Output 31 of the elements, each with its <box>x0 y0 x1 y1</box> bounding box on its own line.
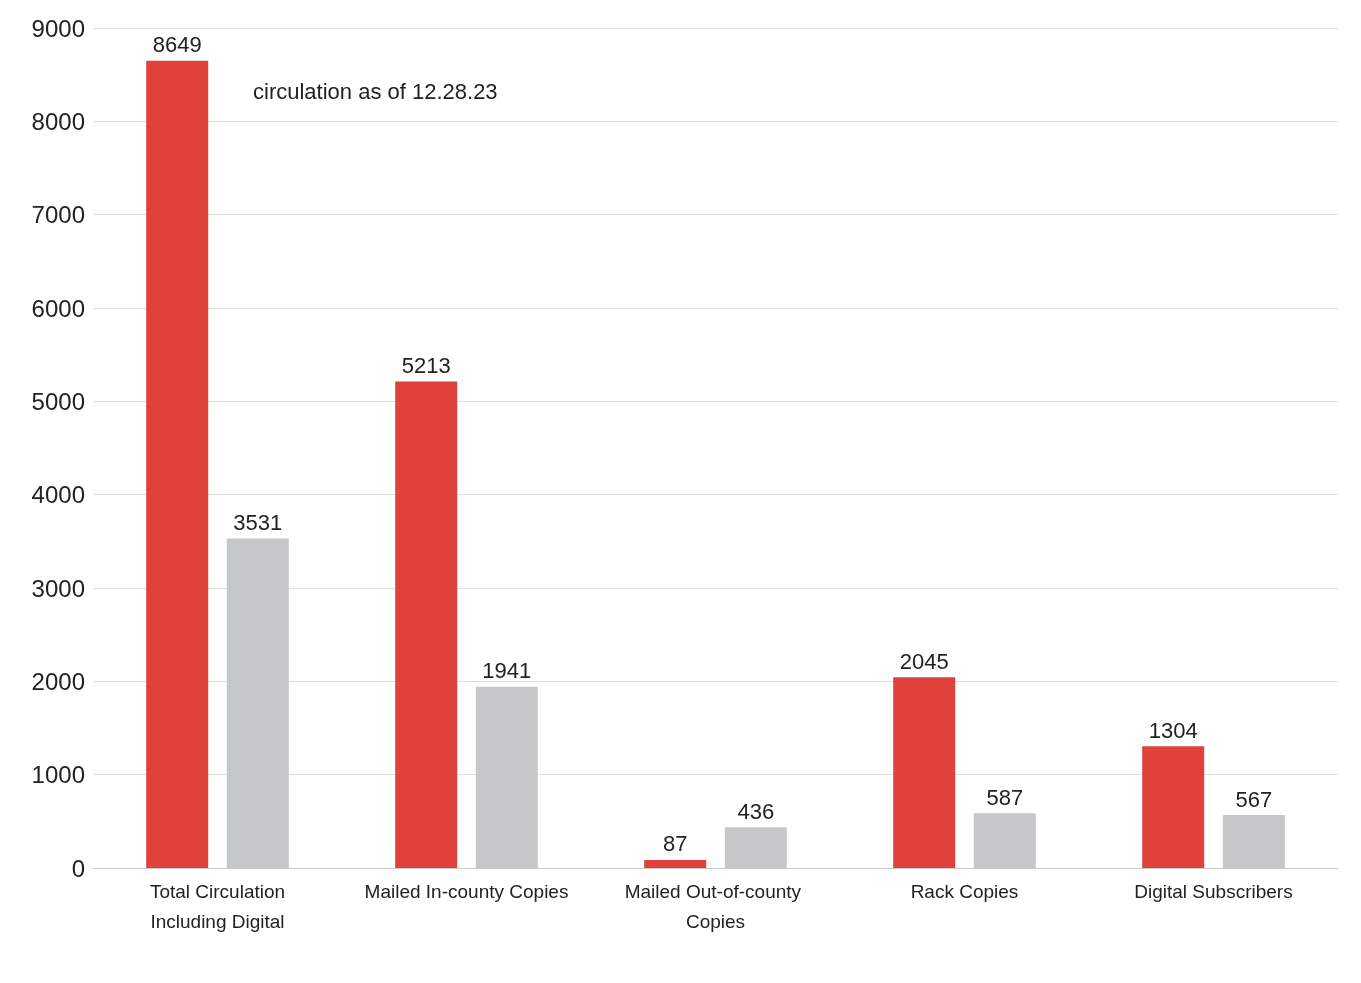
data-label: 8649 <box>152 32 202 58</box>
bar <box>146 60 209 868</box>
bar <box>1142 746 1205 868</box>
x-tick-label: Mailed In-county Copies <box>364 880 569 902</box>
data-label: 567 <box>1235 786 1273 812</box>
data-label: 436 <box>737 798 775 824</box>
y-tick-label: 9000 <box>31 14 85 42</box>
data-label: 1941 <box>482 658 532 684</box>
data-label: 2045 <box>899 648 949 674</box>
data-label: 3531 <box>233 509 283 535</box>
y-tick-label: 0 <box>71 854 85 882</box>
bar <box>644 859 707 868</box>
y-tick-label: 6000 <box>31 294 85 322</box>
y-tick-label: 3000 <box>31 574 85 602</box>
bar <box>893 677 956 868</box>
x-tick-label: Rack Copies <box>910 880 1019 902</box>
bar <box>395 381 458 868</box>
y-tick-label: 1000 <box>31 761 85 789</box>
data-label: 87 <box>662 831 688 857</box>
y-tick-label: 2000 <box>31 667 85 695</box>
y-tick-label: 4000 <box>31 481 85 509</box>
y-tick-label: 8000 <box>31 107 85 135</box>
x-tick-label: Mailed Out-of-county Copies <box>624 880 807 932</box>
x-tick-label: Total Circulation Including Digital <box>149 880 286 932</box>
data-label: 5213 <box>401 352 451 378</box>
y-tick-label: 7000 <box>31 201 85 229</box>
x-tick-label: Digital Subscribers <box>1134 880 1293 902</box>
data-label: 587 <box>986 784 1024 810</box>
annotation: circulation as of 12.28.23 <box>253 78 498 104</box>
y-tick-label: 5000 <box>31 387 85 415</box>
data-label: 1304 <box>1148 717 1198 743</box>
